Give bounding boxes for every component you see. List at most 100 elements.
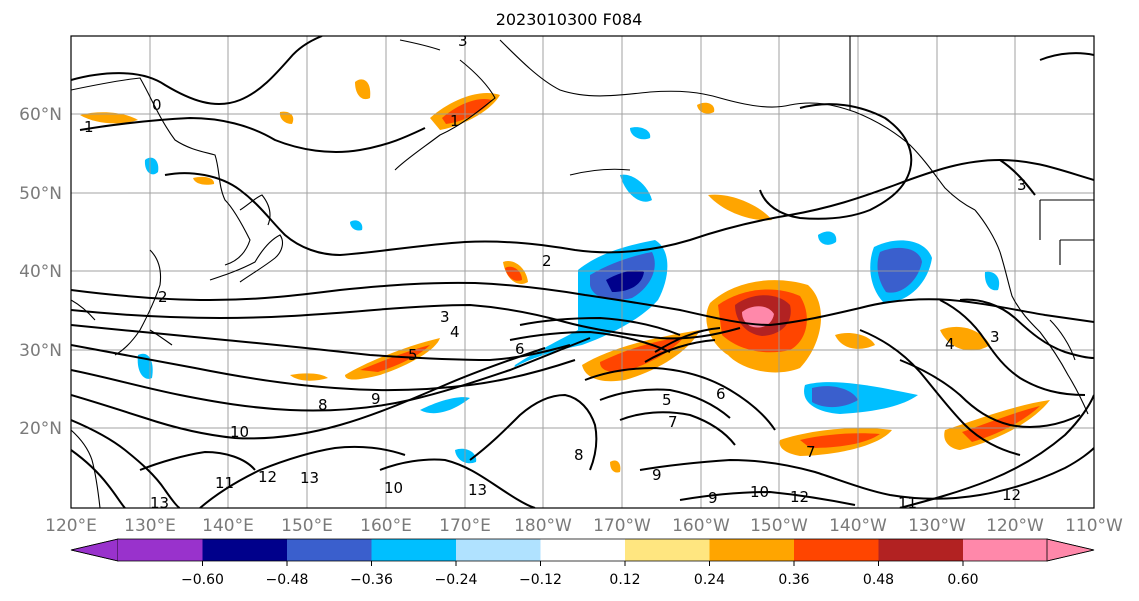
positive-anomaly-patch [505, 266, 522, 281]
contour-label: 3 [458, 32, 468, 50]
colorbar-extend-low [70, 538, 119, 562]
contour-label: 6 [515, 340, 525, 358]
colorbar-tick-label: −0.48 [266, 572, 309, 588]
colorbar-segment [878, 539, 963, 561]
colorbar-segment [625, 539, 710, 561]
contour-label: 9 [708, 489, 718, 507]
negative-anomaly-patch [420, 397, 470, 414]
contour-label: 6 [716, 385, 726, 403]
positive-anomaly-patch [800, 433, 880, 448]
contour-label: 9 [652, 466, 662, 484]
lat-label: 30°N [19, 341, 62, 361]
colorbar-tick-label: 0.60 [947, 572, 978, 588]
positive-anomaly-patch [742, 306, 774, 328]
colorbar-segment [371, 539, 456, 561]
lon-label: 120°W [986, 516, 1044, 536]
negative-anomaly-patch [620, 174, 652, 202]
positive-anomaly-patch [355, 79, 371, 100]
colorbar-tick-label: 0.12 [609, 572, 640, 588]
colorbar-tick-label: −0.36 [350, 572, 393, 588]
contour-label: 10 [230, 423, 249, 441]
positive-anomaly-patch [360, 345, 430, 372]
negative-anomaly-patch [984, 271, 1000, 291]
colorbar-segment [709, 539, 794, 561]
positive-anomaly-patch [610, 460, 621, 473]
colorbar-tick-label: −0.12 [519, 572, 562, 588]
colorbar-segment [118, 539, 203, 561]
height-contours [71, 36, 1094, 508]
lon-label: 150°E [281, 516, 333, 536]
negative-anomaly-patch [812, 386, 858, 408]
lat-label: 60°N [19, 105, 62, 125]
contour-label: 11 [215, 474, 234, 492]
lon-label: 160°W [672, 516, 730, 536]
lon-label: 180°W [514, 516, 572, 536]
negative-anomaly-patch [350, 220, 363, 231]
positive-anomaly-patch [442, 98, 492, 124]
coastlines [71, 36, 1094, 508]
colorbar-extend-high [1046, 538, 1095, 562]
colorbar-tick-label: −0.24 [435, 572, 478, 588]
contour-label: 1 [84, 118, 94, 136]
colorbar: −0.60 −0.48 −0.36 −0.24 −0.12 0.12 0.24 … [70, 538, 1095, 588]
contour-label: 9 [371, 390, 381, 408]
contour-label: 11 [898, 494, 917, 512]
lat-label: 40°N [19, 262, 62, 282]
contour-label: 8 [574, 446, 584, 464]
positive-anomaly-patch [962, 406, 1040, 442]
contour-labels: 0 1 1 2 2 3 3 3 3 4 4 5 5 6 6 7 7 8 8 9 [84, 32, 1027, 512]
colorbar-tick-label: 0.48 [863, 572, 894, 588]
longitude-axis: 120°E 130°E 140°E 150°E 160°E 170°E 180°… [45, 516, 1123, 536]
contour-label: 3 [990, 328, 1000, 346]
map-frame [70, 35, 1095, 509]
colorbar-segment [963, 539, 1047, 561]
positive-anomaly-patch [80, 112, 138, 124]
contour-label: 10 [384, 479, 403, 497]
lon-label: 140°W [829, 516, 887, 536]
lon-label: 160°E [360, 516, 412, 536]
contour-label: 0 [152, 96, 162, 114]
positive-anomaly-patch [600, 336, 685, 373]
lon-label: 170°E [439, 516, 491, 536]
contour-label: 2 [542, 252, 552, 270]
contour-label: 1 [450, 112, 460, 130]
lon-label: 110°W [1065, 516, 1123, 536]
contour-label: 8 [318, 396, 328, 414]
contour-label: 13 [150, 494, 169, 512]
colorbar-segment [456, 539, 541, 561]
contour-label: 4 [450, 323, 460, 341]
contour-label: 12 [790, 488, 809, 506]
colorbar-tick-label: −0.60 [181, 572, 224, 588]
contour-label: 13 [468, 481, 487, 499]
colorbar-tick-label: 0.24 [694, 572, 725, 588]
contour-label: 3 [440, 308, 450, 326]
colorbar-ticks [202, 561, 964, 566]
contour-label: 2 [158, 288, 168, 306]
negative-anomaly-patch [818, 231, 837, 245]
shaded-anomaly-fields [80, 79, 1050, 473]
lat-label: 50°N [19, 184, 62, 204]
colorbar-segment [287, 539, 372, 561]
contour-label: 12 [258, 468, 277, 486]
contour-label: 10 [750, 483, 769, 501]
lon-label: 150°W [750, 516, 808, 536]
contour-label: 7 [668, 413, 678, 431]
contour-label: 5 [408, 346, 418, 364]
contour-label: 7 [806, 443, 816, 461]
latitude-axis: 60°N 50°N 40°N 30°N 20°N [19, 105, 62, 439]
lon-label: 170°W [593, 516, 651, 536]
positive-anomaly-patch [835, 333, 875, 349]
lon-label: 140°E [202, 516, 254, 536]
lon-label: 120°E [45, 516, 97, 536]
lat-label: 20°N [19, 419, 62, 439]
positive-anomaly-patch [279, 111, 294, 124]
contour-label: 3 [1017, 176, 1027, 194]
colorbar-outline [70, 538, 1095, 562]
colorbar-segment [794, 539, 879, 561]
negative-anomaly-patch [144, 157, 159, 175]
map-panel: 0 1 1 2 2 3 3 3 3 4 4 5 5 6 6 7 7 8 8 9 [70, 32, 1095, 512]
positive-anomaly-patch [940, 326, 990, 351]
graticule [71, 36, 1094, 508]
negative-anomaly-patch [877, 247, 922, 293]
